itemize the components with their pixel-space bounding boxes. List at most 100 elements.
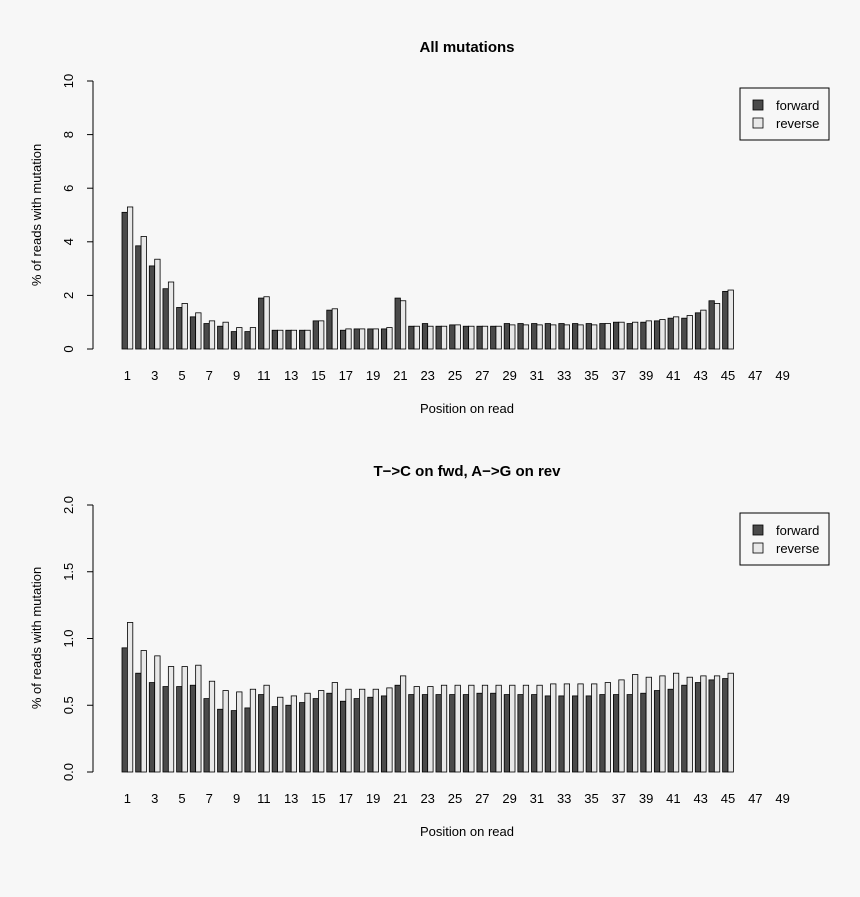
bar-forward	[585, 323, 592, 350]
bar-reverse	[727, 289, 734, 350]
bar-reverse	[154, 258, 161, 350]
bar-forward	[599, 694, 606, 773]
bar-forward	[694, 312, 702, 350]
bar-forward	[353, 698, 360, 773]
bar-forward	[572, 695, 579, 773]
y-axis-label: % of reads with mutation	[29, 567, 44, 709]
bar-reverse	[440, 684, 448, 773]
bar-forward	[462, 325, 470, 350]
y-axis-label: % of reads with mutation	[29, 144, 44, 286]
bar-reverse	[236, 327, 243, 350]
bar-reverse	[468, 684, 475, 773]
x-tick-label: 33	[557, 791, 571, 806]
bar-forward	[681, 317, 688, 350]
legend-label-reverse: reverse	[776, 541, 819, 556]
bar-reverse	[659, 675, 666, 773]
bar-forward	[326, 309, 333, 350]
x-tick-label: 23	[420, 368, 434, 383]
x-tick-label: 21	[393, 791, 407, 806]
y-tick-label: 0	[61, 345, 76, 352]
x-tick-label: 41	[666, 791, 680, 806]
bar-reverse	[577, 324, 584, 350]
x-tick-label: 1	[124, 368, 131, 383]
bar-forward	[681, 684, 688, 773]
x-tick-label: 3	[151, 791, 158, 806]
bar-forward	[722, 290, 729, 350]
bar-forward	[708, 679, 715, 773]
x-tick-label: 5	[178, 791, 185, 806]
bar-reverse	[468, 325, 475, 350]
bar-reverse	[359, 328, 366, 350]
x-axis-label: Position on read	[420, 824, 514, 839]
bar-forward	[189, 684, 197, 773]
bar-reverse	[713, 303, 721, 350]
bar-forward	[135, 672, 142, 773]
bar-forward	[544, 695, 551, 773]
bar-forward	[271, 706, 278, 773]
bar-reverse	[277, 696, 284, 773]
legend-swatch-forward	[752, 99, 764, 111]
x-tick-label: 29	[502, 368, 516, 383]
bar-forward	[476, 325, 483, 350]
bar-forward	[640, 321, 647, 350]
bar-forward	[517, 323, 524, 350]
bar-reverse	[550, 683, 557, 773]
bar-forward	[230, 331, 237, 350]
bar-forward	[531, 694, 538, 773]
bar-reverse	[563, 683, 571, 773]
x-tick-label: 41	[666, 368, 680, 383]
bar-reverse	[345, 688, 352, 773]
bar-reverse	[495, 684, 502, 773]
bar-reverse	[536, 324, 543, 350]
bar-reverse	[290, 329, 298, 350]
bar-forward	[339, 329, 347, 350]
x-tick-label: 17	[339, 791, 353, 806]
bar-reverse	[413, 686, 420, 773]
bar-forward	[353, 328, 360, 350]
bar-reverse	[359, 688, 366, 773]
x-tick-label: 49	[775, 368, 789, 383]
bar-forward	[517, 694, 524, 773]
bar-reverse	[399, 675, 407, 773]
bar-forward	[462, 694, 470, 773]
bar-forward	[312, 698, 319, 773]
bar-forward	[258, 297, 265, 350]
bar-reverse	[331, 308, 338, 350]
bar-forward	[490, 325, 497, 350]
bar-forward	[667, 688, 674, 773]
bar-forward	[585, 695, 592, 773]
y-tick-label: 10	[61, 74, 76, 88]
bar-forward	[339, 700, 347, 773]
x-tick-label: 15	[311, 368, 325, 383]
bar-reverse	[536, 684, 543, 773]
bar-reverse	[645, 320, 652, 350]
bar-forward	[299, 329, 306, 350]
bar-forward	[531, 323, 538, 350]
bar-reverse	[331, 682, 338, 773]
x-tick-label: 9	[233, 368, 240, 383]
bar-reverse	[481, 684, 489, 773]
bar-forward	[394, 684, 401, 773]
x-tick-label: 9	[233, 791, 240, 806]
bar-forward	[217, 325, 224, 350]
bar-forward	[653, 320, 661, 350]
bar-reverse	[195, 312, 202, 350]
bar-forward	[613, 694, 620, 773]
bar-reverse	[127, 206, 134, 350]
bar-reverse	[427, 325, 434, 350]
bar-forward	[667, 317, 674, 350]
bar-reverse	[591, 683, 598, 773]
legend-swatch-forward	[752, 524, 764, 536]
bar-forward	[230, 710, 237, 773]
bar-reverse	[713, 675, 721, 773]
bar-reverse	[700, 309, 707, 350]
y-tick-label: 1.5	[61, 563, 76, 581]
y-tick-label: 1.0	[61, 629, 76, 647]
bar-forward	[421, 694, 429, 773]
bar-forward	[694, 682, 702, 773]
chart-tc-ag: T−>C on fwd, A−>G on rev Position on rea…	[29, 463, 830, 839]
bar-forward	[326, 692, 333, 773]
bars	[121, 622, 734, 773]
bar-reverse	[263, 684, 270, 773]
